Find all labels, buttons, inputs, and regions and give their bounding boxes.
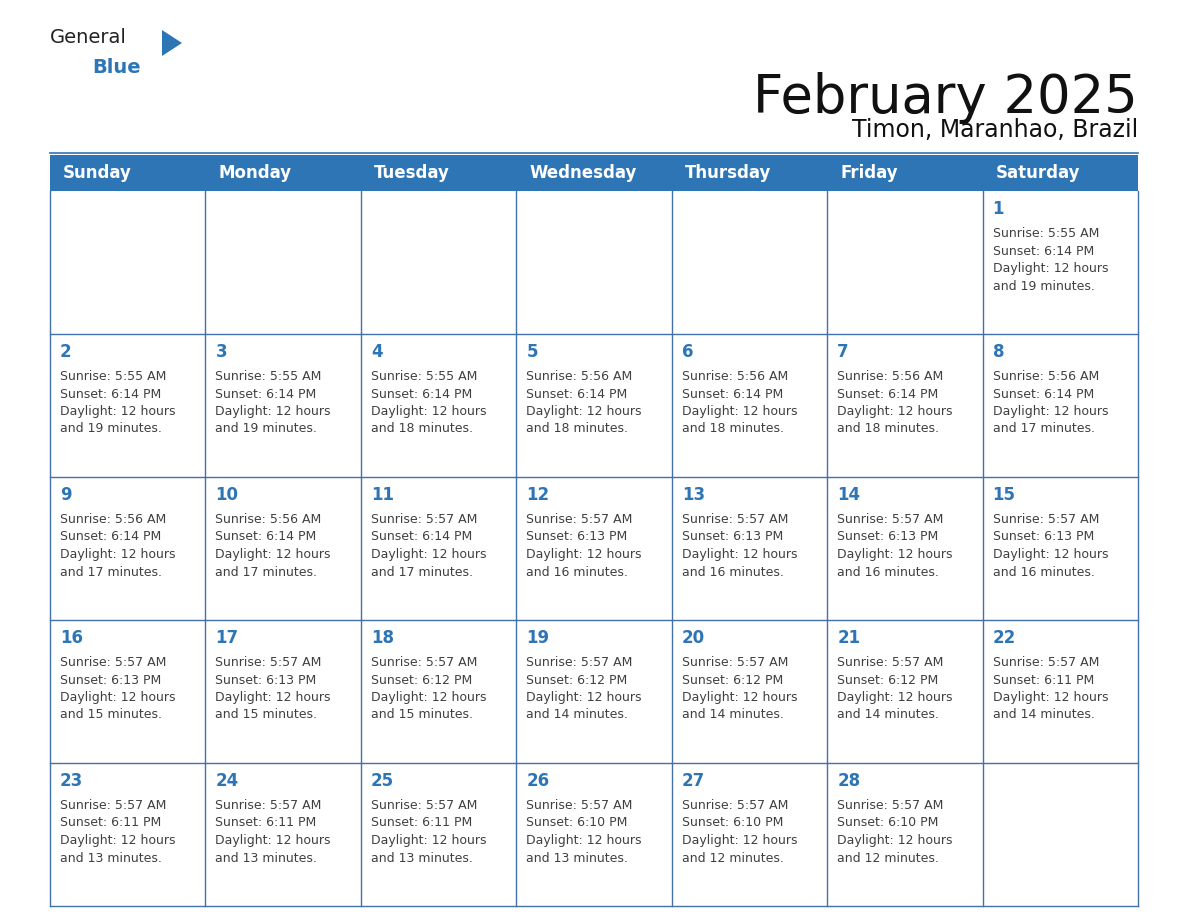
Text: Sunrise: 5:56 AM
Sunset: 6:14 PM
Daylight: 12 hours
and 17 minutes.: Sunrise: 5:56 AM Sunset: 6:14 PM Dayligh…: [61, 513, 176, 578]
Text: Thursday: Thursday: [684, 164, 771, 182]
Text: Sunrise: 5:56 AM
Sunset: 6:14 PM
Daylight: 12 hours
and 17 minutes.: Sunrise: 5:56 AM Sunset: 6:14 PM Dayligh…: [992, 370, 1108, 435]
Text: Sunrise: 5:56 AM
Sunset: 6:14 PM
Daylight: 12 hours
and 18 minutes.: Sunrise: 5:56 AM Sunset: 6:14 PM Dayligh…: [526, 370, 642, 435]
Text: Sunrise: 5:57 AM
Sunset: 6:12 PM
Daylight: 12 hours
and 14 minutes.: Sunrise: 5:57 AM Sunset: 6:12 PM Dayligh…: [838, 656, 953, 722]
Text: 1: 1: [992, 200, 1004, 218]
Text: 15: 15: [992, 486, 1016, 504]
Text: Sunrise: 5:57 AM
Sunset: 6:10 PM
Daylight: 12 hours
and 12 minutes.: Sunrise: 5:57 AM Sunset: 6:10 PM Dayligh…: [682, 799, 797, 865]
Text: 28: 28: [838, 772, 860, 790]
Text: Sunrise: 5:57 AM
Sunset: 6:14 PM
Daylight: 12 hours
and 17 minutes.: Sunrise: 5:57 AM Sunset: 6:14 PM Dayligh…: [371, 513, 486, 578]
Text: Timon, Maranhao, Brazil: Timon, Maranhao, Brazil: [852, 118, 1138, 142]
Text: Sunrise: 5:57 AM
Sunset: 6:11 PM
Daylight: 12 hours
and 13 minutes.: Sunrise: 5:57 AM Sunset: 6:11 PM Dayligh…: [61, 799, 176, 865]
Polygon shape: [162, 30, 182, 56]
Text: General: General: [50, 28, 127, 47]
Text: 17: 17: [215, 629, 239, 647]
Text: 5: 5: [526, 343, 538, 361]
Text: 9: 9: [61, 486, 71, 504]
Text: 13: 13: [682, 486, 704, 504]
Text: Wednesday: Wednesday: [530, 164, 637, 182]
Text: Monday: Monday: [219, 164, 291, 182]
Bar: [50, 155, 1138, 191]
Text: 7: 7: [838, 343, 848, 361]
Text: Sunrise: 5:57 AM
Sunset: 6:10 PM
Daylight: 12 hours
and 13 minutes.: Sunrise: 5:57 AM Sunset: 6:10 PM Dayligh…: [526, 799, 642, 865]
Text: Sunrise: 5:57 AM
Sunset: 6:13 PM
Daylight: 12 hours
and 15 minutes.: Sunrise: 5:57 AM Sunset: 6:13 PM Dayligh…: [215, 656, 331, 722]
Text: 21: 21: [838, 629, 860, 647]
Text: 22: 22: [992, 629, 1016, 647]
Text: 12: 12: [526, 486, 549, 504]
Text: 6: 6: [682, 343, 694, 361]
Text: Sunrise: 5:57 AM
Sunset: 6:12 PM
Daylight: 12 hours
and 15 minutes.: Sunrise: 5:57 AM Sunset: 6:12 PM Dayligh…: [371, 656, 486, 722]
Text: 25: 25: [371, 772, 394, 790]
Text: Saturday: Saturday: [996, 164, 1080, 182]
Text: Sunrise: 5:55 AM
Sunset: 6:14 PM
Daylight: 12 hours
and 19 minutes.: Sunrise: 5:55 AM Sunset: 6:14 PM Dayligh…: [61, 370, 176, 435]
Text: February 2025: February 2025: [753, 72, 1138, 124]
Text: 19: 19: [526, 629, 549, 647]
Text: Sunrise: 5:57 AM
Sunset: 6:13 PM
Daylight: 12 hours
and 16 minutes.: Sunrise: 5:57 AM Sunset: 6:13 PM Dayligh…: [526, 513, 642, 578]
Text: Sunrise: 5:57 AM
Sunset: 6:13 PM
Daylight: 12 hours
and 16 minutes.: Sunrise: 5:57 AM Sunset: 6:13 PM Dayligh…: [682, 513, 797, 578]
Text: Sunrise: 5:57 AM
Sunset: 6:11 PM
Daylight: 12 hours
and 13 minutes.: Sunrise: 5:57 AM Sunset: 6:11 PM Dayligh…: [215, 799, 331, 865]
Text: 8: 8: [992, 343, 1004, 361]
Text: Sunrise: 5:55 AM
Sunset: 6:14 PM
Daylight: 12 hours
and 18 minutes.: Sunrise: 5:55 AM Sunset: 6:14 PM Dayligh…: [371, 370, 486, 435]
Text: 4: 4: [371, 343, 383, 361]
Text: Sunrise: 5:57 AM
Sunset: 6:10 PM
Daylight: 12 hours
and 12 minutes.: Sunrise: 5:57 AM Sunset: 6:10 PM Dayligh…: [838, 799, 953, 865]
Text: 20: 20: [682, 629, 704, 647]
Text: Sunrise: 5:56 AM
Sunset: 6:14 PM
Daylight: 12 hours
and 18 minutes.: Sunrise: 5:56 AM Sunset: 6:14 PM Dayligh…: [838, 370, 953, 435]
Text: Friday: Friday: [840, 164, 898, 182]
Text: Sunrise: 5:56 AM
Sunset: 6:14 PM
Daylight: 12 hours
and 17 minutes.: Sunrise: 5:56 AM Sunset: 6:14 PM Dayligh…: [215, 513, 331, 578]
Text: Sunrise: 5:57 AM
Sunset: 6:13 PM
Daylight: 12 hours
and 15 minutes.: Sunrise: 5:57 AM Sunset: 6:13 PM Dayligh…: [61, 656, 176, 722]
Text: Sunrise: 5:57 AM
Sunset: 6:12 PM
Daylight: 12 hours
and 14 minutes.: Sunrise: 5:57 AM Sunset: 6:12 PM Dayligh…: [682, 656, 797, 722]
Text: Sunrise: 5:55 AM
Sunset: 6:14 PM
Daylight: 12 hours
and 19 minutes.: Sunrise: 5:55 AM Sunset: 6:14 PM Dayligh…: [215, 370, 331, 435]
Text: Sunrise: 5:57 AM
Sunset: 6:12 PM
Daylight: 12 hours
and 14 minutes.: Sunrise: 5:57 AM Sunset: 6:12 PM Dayligh…: [526, 656, 642, 722]
Text: Sunrise: 5:56 AM
Sunset: 6:14 PM
Daylight: 12 hours
and 18 minutes.: Sunrise: 5:56 AM Sunset: 6:14 PM Dayligh…: [682, 370, 797, 435]
Text: 14: 14: [838, 486, 860, 504]
Text: 10: 10: [215, 486, 239, 504]
Text: Tuesday: Tuesday: [374, 164, 450, 182]
Text: 26: 26: [526, 772, 549, 790]
Text: 11: 11: [371, 486, 394, 504]
Text: Sunrise: 5:55 AM
Sunset: 6:14 PM
Daylight: 12 hours
and 19 minutes.: Sunrise: 5:55 AM Sunset: 6:14 PM Dayligh…: [992, 227, 1108, 293]
Text: 27: 27: [682, 772, 704, 790]
Text: 18: 18: [371, 629, 394, 647]
Text: 3: 3: [215, 343, 227, 361]
Text: Sunrise: 5:57 AM
Sunset: 6:13 PM
Daylight: 12 hours
and 16 minutes.: Sunrise: 5:57 AM Sunset: 6:13 PM Dayligh…: [992, 513, 1108, 578]
Text: Blue: Blue: [91, 58, 140, 77]
Text: Sunrise: 5:57 AM
Sunset: 6:11 PM
Daylight: 12 hours
and 13 minutes.: Sunrise: 5:57 AM Sunset: 6:11 PM Dayligh…: [371, 799, 486, 865]
Text: Sunrise: 5:57 AM
Sunset: 6:11 PM
Daylight: 12 hours
and 14 minutes.: Sunrise: 5:57 AM Sunset: 6:11 PM Dayligh…: [992, 656, 1108, 722]
Text: 16: 16: [61, 629, 83, 647]
Text: Sunday: Sunday: [63, 164, 132, 182]
Text: 23: 23: [61, 772, 83, 790]
Text: Sunrise: 5:57 AM
Sunset: 6:13 PM
Daylight: 12 hours
and 16 minutes.: Sunrise: 5:57 AM Sunset: 6:13 PM Dayligh…: [838, 513, 953, 578]
Text: 2: 2: [61, 343, 71, 361]
Text: 24: 24: [215, 772, 239, 790]
